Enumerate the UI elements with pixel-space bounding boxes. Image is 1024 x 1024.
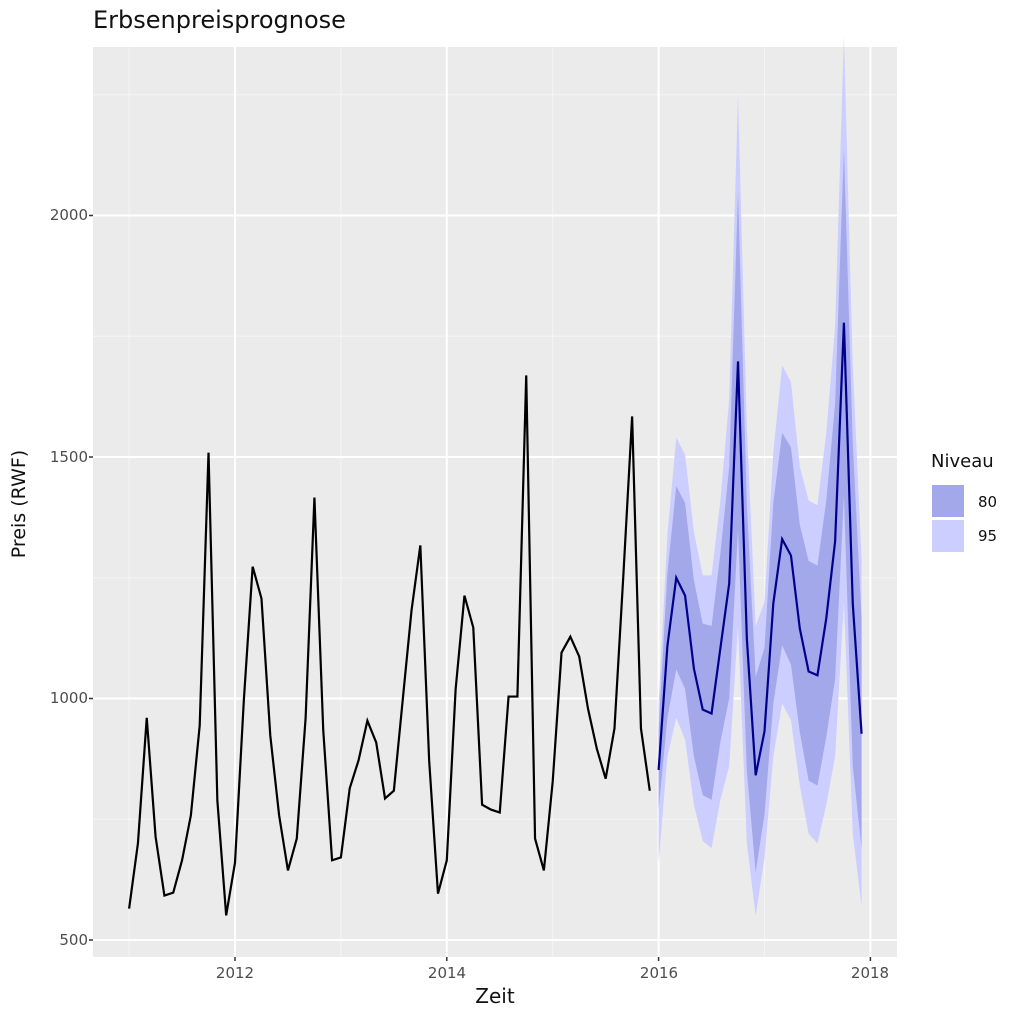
x-tick-label: 2012 [215,964,255,982]
forecast-line [657,322,863,776]
legend-swatch-80 [932,485,964,517]
legend-title: Niveau [931,451,994,472]
band-80 [658,147,862,873]
x-axis-label: Zeit [475,984,515,1008]
legend-swatch-95 [932,520,964,552]
legend-label-80: 80 [978,493,998,511]
y-tick-label: 2000 [49,206,88,224]
x-tick-label: 2014 [427,964,467,982]
x-tick-label: 2016 [639,964,679,982]
chart-title: Erbsenpreisprognose [93,6,346,34]
observed-line [128,375,651,916]
y-axis-label: Preis (RWF) [8,449,30,559]
x-tick-label: 2018 [850,964,890,982]
y-tick-label: 1000 [49,689,88,707]
y-tick-label: 500 [59,931,88,949]
legend-label-95: 95 [978,527,998,545]
y-tick-label: 1500 [49,448,88,466]
